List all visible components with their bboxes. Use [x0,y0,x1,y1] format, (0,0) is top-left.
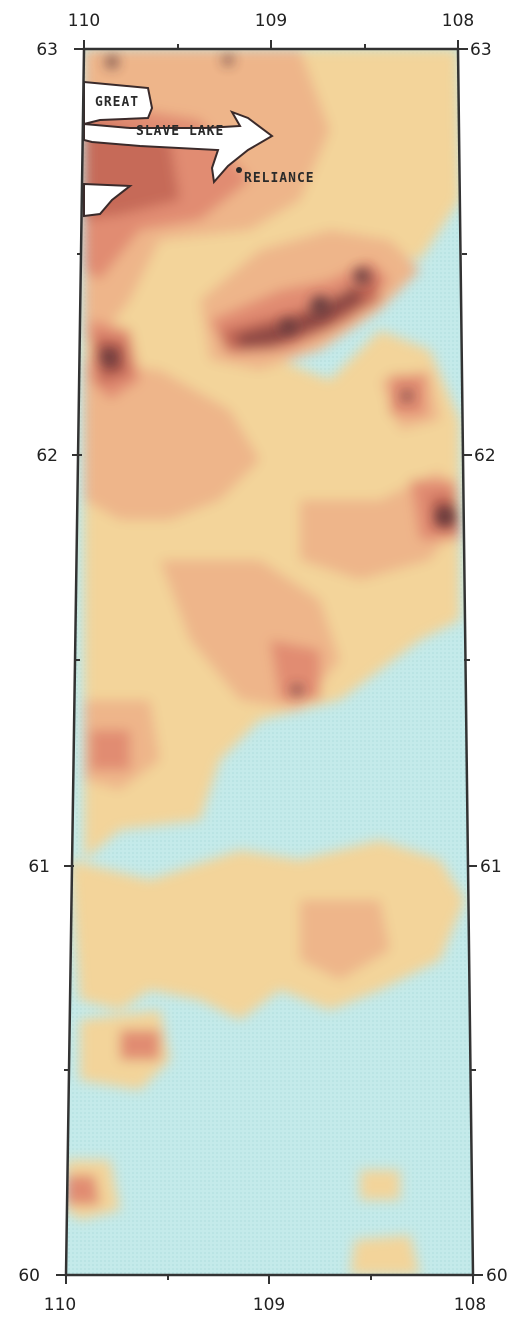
reliance-town-marker [236,167,242,173]
top-longitude-label: 110 [68,11,100,31]
lake-label-line2: SLAVE LAKE [136,124,224,139]
left-latitude-label: 60 [18,1266,40,1286]
top-longitude-label: 108 [442,11,474,31]
right-latitude-label: 60 [486,1266,508,1286]
anomaly-peak [223,55,233,65]
right-latitude-label: 63 [470,40,492,60]
map-area [66,49,473,1275]
tick-marks [56,40,483,1284]
right-latitude-label: 61 [480,857,502,877]
top-longitude-label: 109 [255,11,287,31]
left-latitude-label: 61 [28,857,50,877]
anomaly-region [360,1170,400,1200]
anomaly-peak [354,268,370,284]
anomaly-peak [292,685,302,695]
anomaly-peak [281,319,295,333]
left-latitude-label: 62 [36,446,58,466]
anomaly-region [90,730,130,770]
anomaly-region [300,900,390,980]
left-latitude-label: 63 [36,40,58,60]
anomaly-region [270,640,320,700]
lake-label-line1: GREAT [95,95,139,110]
anomaly-peak [106,56,118,68]
right-latitude-label: 62 [474,446,496,466]
anomaly-peak [102,351,114,363]
anomaly-region [235,285,365,348]
bottom-longitude-label: 108 [454,1295,486,1315]
anomaly-region [84,49,460,860]
anomaly-peak [311,296,329,314]
anomaly-fill [66,49,465,1275]
anomaly-peak [437,509,453,525]
bottom-longitude-label: 109 [253,1295,285,1315]
anomaly-region [84,360,260,520]
anomaly-peak [402,391,412,401]
bottom-longitude-label: 110 [44,1295,76,1315]
anomaly-region [350,1235,420,1275]
lake-arm [83,182,133,218]
anomaly-level-6 [102,55,453,695]
anomaly-region [66,1175,100,1205]
anomaly-region [120,1030,160,1060]
reliance-label: RELIANCE [244,171,315,186]
anomaly-region [70,840,465,1020]
